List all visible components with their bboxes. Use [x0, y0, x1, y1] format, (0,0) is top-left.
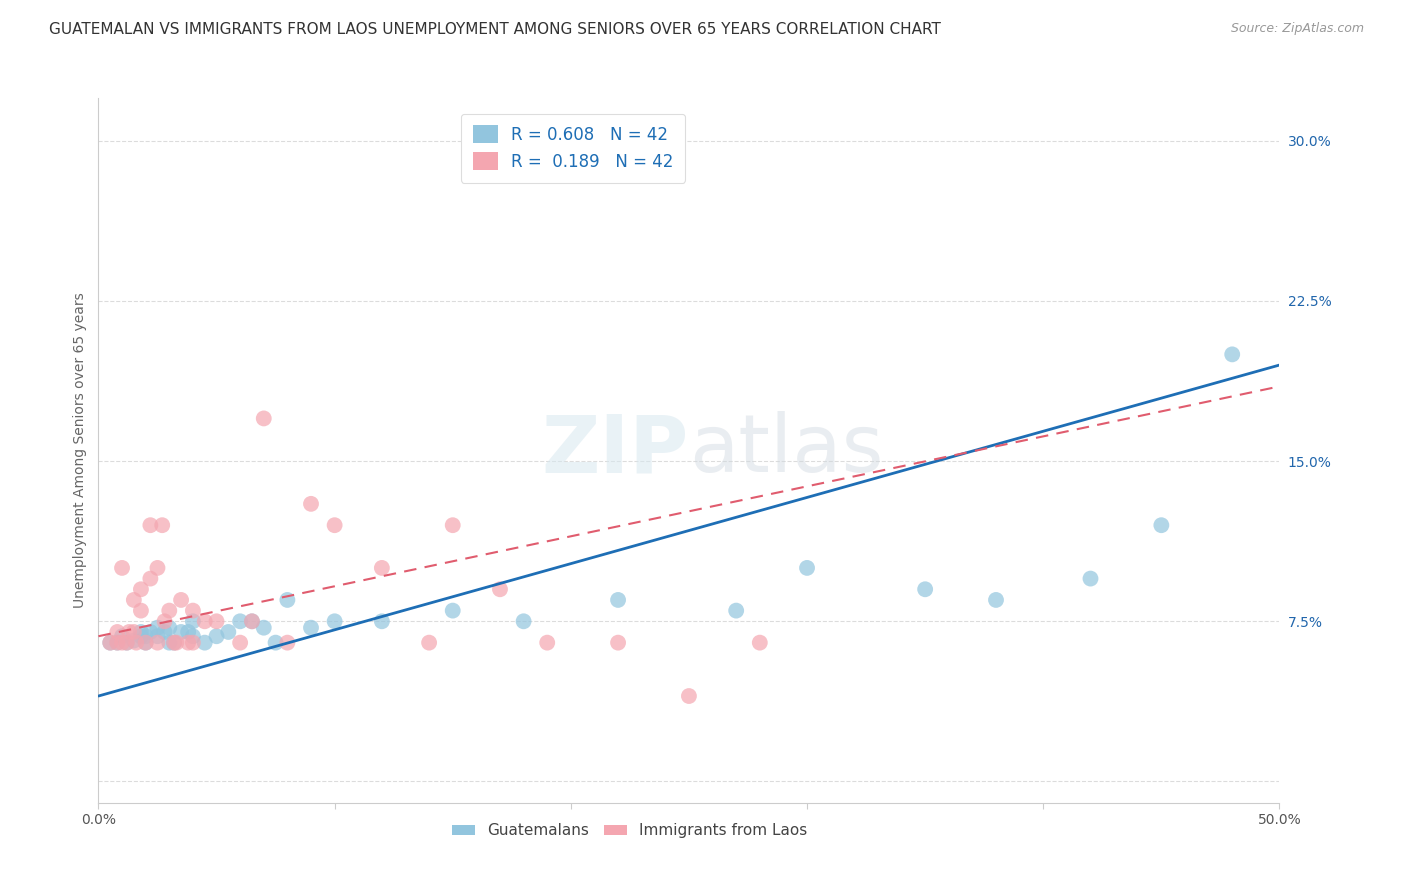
Point [1080, 572, 1102, 586]
Point [135, 629, 157, 643]
Point [105, 635, 128, 649]
Point [229, 635, 252, 649]
Point [253, 621, 276, 635]
Point [607, 635, 630, 649]
Text: Source: ZipAtlas.com: Source: ZipAtlas.com [1230, 22, 1364, 36]
Point [163, 635, 186, 649]
Y-axis label: Unemployment Among Seniors over 65 years: Unemployment Among Seniors over 65 years [73, 293, 87, 608]
Point [1220, 347, 1243, 361]
Point [98, 635, 121, 649]
Point [157, 604, 180, 618]
Point [1150, 518, 1173, 533]
Point [157, 635, 180, 649]
Text: GUATEMALAN VS IMMIGRANTS FROM LAOS UNEMPLOYMENT AMONG SENIORS OVER 65 YEARS CORR: GUATEMALAN VS IMMIGRANTS FROM LAOS UNEMP… [49, 22, 941, 37]
Point [796, 561, 818, 575]
Legend: Guatemalans, Immigrants from Laos: Guatemalans, Immigrants from Laos [446, 817, 814, 845]
Point [253, 411, 276, 425]
Point [264, 635, 287, 649]
Point [122, 624, 145, 639]
Point [129, 582, 152, 597]
Point [153, 624, 176, 639]
Point [170, 624, 193, 639]
Point [371, 615, 394, 629]
Point [111, 561, 134, 575]
Point [111, 629, 134, 643]
Point [323, 615, 346, 629]
Point [165, 635, 187, 649]
Point [129, 629, 152, 643]
Point [153, 615, 176, 629]
Point [276, 593, 298, 607]
Text: atlas: atlas [689, 411, 883, 490]
Point [177, 624, 200, 639]
Point [205, 615, 228, 629]
Point [150, 518, 173, 533]
Point [177, 635, 200, 649]
Point [489, 582, 512, 597]
Point [146, 561, 169, 575]
Point [371, 561, 394, 575]
Point [122, 593, 145, 607]
Point [105, 624, 128, 639]
Point [118, 624, 141, 639]
Point [748, 635, 770, 649]
Point [194, 635, 217, 649]
Point [725, 604, 748, 618]
Point [441, 518, 464, 533]
Point [125, 635, 148, 649]
Point [299, 497, 322, 511]
Point [240, 615, 263, 629]
Point [139, 518, 162, 533]
Point [105, 635, 128, 649]
Point [276, 635, 298, 649]
Point [229, 615, 252, 629]
Point [163, 635, 186, 649]
Point [194, 615, 217, 629]
Point [129, 604, 152, 618]
Point [607, 593, 630, 607]
Point [146, 635, 169, 649]
Point [512, 615, 534, 629]
Point [984, 593, 1007, 607]
Point [914, 582, 936, 597]
Text: ZIP: ZIP [541, 411, 689, 490]
Point [139, 624, 162, 639]
Point [135, 635, 157, 649]
Point [418, 635, 440, 649]
Point [111, 635, 134, 649]
Point [115, 635, 138, 649]
Point [135, 635, 157, 649]
Point [139, 572, 162, 586]
Point [115, 635, 138, 649]
Point [157, 621, 180, 635]
Point [170, 593, 193, 607]
Point [323, 518, 346, 533]
Point [299, 621, 322, 635]
Point [146, 621, 169, 635]
Point [129, 624, 152, 639]
Point [181, 604, 204, 618]
Point [181, 629, 204, 643]
Point [240, 615, 263, 629]
Point [181, 615, 204, 629]
Point [181, 635, 204, 649]
Point [678, 689, 700, 703]
Point [98, 635, 121, 649]
Point [536, 635, 558, 649]
Point [122, 633, 145, 648]
Point [205, 629, 228, 643]
Point [217, 624, 239, 639]
Point [146, 629, 169, 643]
Point [441, 604, 464, 618]
